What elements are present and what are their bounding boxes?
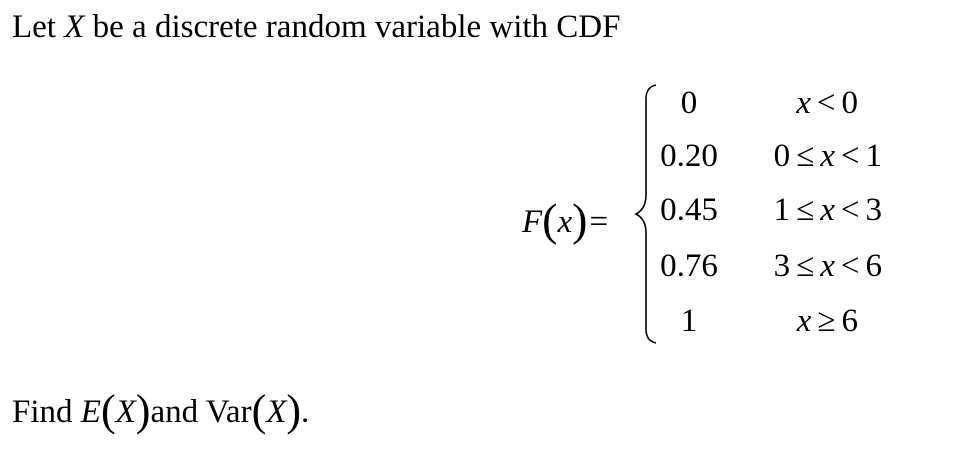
- case-value: 0.76: [660, 248, 718, 284]
- left-paren: (: [100, 386, 116, 435]
- cdf-function-symbol: F: [522, 204, 543, 240]
- cdf-argument: x: [557, 204, 573, 240]
- case-condition: 1 ≤ x < 3: [773, 192, 882, 228]
- case-condition: 3 ≤ x < 6: [773, 248, 882, 284]
- question-sentence: Find E(X)and Var(X).: [12, 386, 310, 435]
- intro-variable: X: [64, 9, 85, 45]
- question-prefix: Find: [12, 394, 81, 430]
- case-value: 0.45: [660, 192, 718, 228]
- left-paren: (: [542, 194, 558, 245]
- equals-sign: =: [589, 204, 609, 240]
- intro-text-after: be a discrete random variable with CDF: [84, 9, 621, 45]
- piecewise-brace: [634, 84, 657, 344]
- expectation-symbol: E: [80, 394, 101, 430]
- case-condition: x ≥ 6: [796, 303, 858, 339]
- question-suffix: .: [301, 394, 310, 430]
- intro-text-before: Let: [12, 9, 65, 45]
- question-connector: and: [150, 394, 206, 430]
- case-value: 0: [680, 85, 698, 121]
- cdf-lhs: F(x)=: [522, 190, 609, 245]
- right-paren: ): [286, 386, 302, 435]
- expectation-argument: X: [115, 394, 136, 430]
- case-value: 0.20: [660, 138, 718, 174]
- case-condition: x < 0: [796, 85, 858, 121]
- variance-argument: X: [266, 394, 287, 430]
- intro-sentence: Let X be a discrete random variable with…: [12, 11, 621, 44]
- case-value: 1: [680, 303, 698, 339]
- right-paren: ): [135, 386, 151, 435]
- left-paren: (: [251, 386, 267, 435]
- right-paren: ): [572, 194, 588, 245]
- case-condition: 0 ≤ x < 1: [773, 138, 882, 174]
- variance-symbol: Var: [205, 394, 252, 430]
